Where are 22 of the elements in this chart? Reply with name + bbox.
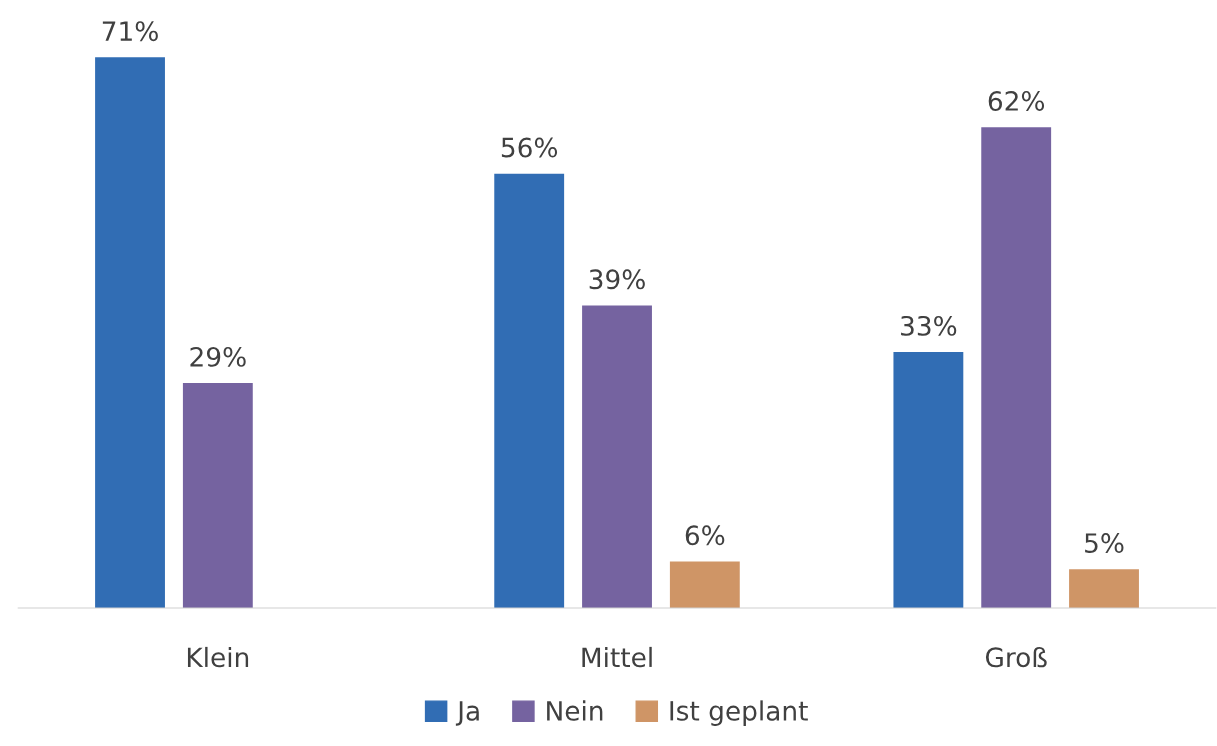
bar	[95, 57, 165, 608]
bar	[981, 127, 1052, 608]
data-label: 56%	[501, 137, 558, 158]
bar	[582, 305, 652, 608]
data-label: 62%	[988, 90, 1045, 111]
legend-label: Nein	[547, 700, 603, 721]
bar	[1069, 569, 1139, 608]
data-label: 71%	[102, 21, 158, 42]
legend-label: Ja	[455, 701, 479, 726]
x-tick-label: Klein	[187, 646, 249, 668]
data-label: 39%	[589, 269, 645, 290]
data-label: 33%	[901, 315, 957, 336]
data-label: 6%	[685, 525, 725, 546]
bar	[893, 352, 964, 608]
x-tick-label: Groß	[985, 646, 1047, 668]
data-label: 29%	[190, 346, 246, 367]
legend-label: Ist geplant	[670, 700, 808, 726]
bar	[494, 173, 565, 608]
data-label: 5%	[1085, 533, 1124, 553]
bar	[182, 383, 253, 608]
bar	[669, 561, 740, 608]
x-tick-label: Mittel	[582, 646, 652, 668]
